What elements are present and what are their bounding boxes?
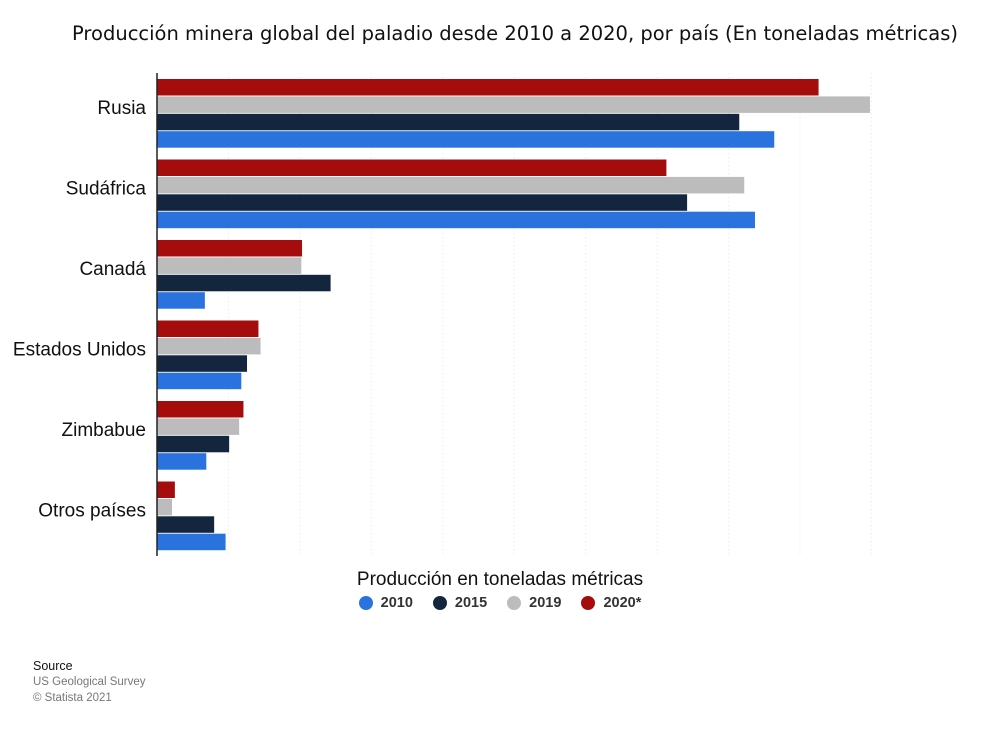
bar-2010-2[interactable]	[157, 292, 205, 309]
chart-title: Producción minera global del paladio des…	[72, 22, 958, 45]
category-label: Rusia	[97, 98, 146, 119]
bar-2015-0[interactable]	[157, 113, 740, 131]
bar-2010-0[interactable]	[157, 131, 775, 148]
legend-item[interactable]: 2019	[507, 595, 561, 611]
bar-2019-2[interactable]	[157, 257, 302, 274]
bar-2015-3[interactable]	[157, 355, 248, 372]
gridlines	[227, 73, 872, 556]
legend-dot-icon	[358, 596, 373, 610]
bars	[157, 79, 870, 551]
source-name: US Geological Survey	[33, 676, 146, 688]
bar-2019-5[interactable]	[157, 498, 173, 516]
category-label: Otros países	[38, 500, 146, 521]
bar-2019-1[interactable]	[157, 176, 745, 194]
bar-2020-4[interactable]	[157, 401, 244, 418]
category-label: Sudáfrica	[66, 178, 147, 199]
bar-2010-4[interactable]	[157, 453, 207, 470]
legend-title: Producción en toneladas métricas	[356, 569, 644, 590]
bar-2020-1[interactable]	[157, 159, 667, 177]
legend-item[interactable]: 2010	[358, 595, 413, 611]
category-label: Zimbabue	[62, 420, 147, 441]
bar-2015-2[interactable]	[157, 274, 331, 292]
legend-label: 2019	[529, 595, 562, 611]
category-labels: Rusia Sudáfrica Canadá Estados Unidos Zimbab…	[13, 98, 147, 521]
legend-label: 2010	[380, 595, 413, 611]
bar-2020-2[interactable]	[157, 240, 303, 257]
legend: 2010 2015 2019 2020*	[0, 595, 1000, 611]
legend-dot-icon	[432, 596, 447, 610]
bar-2019-3[interactable]	[157, 337, 261, 355]
legend-item[interactable]: 2020*	[581, 595, 641, 611]
bar-2020-5[interactable]	[157, 481, 175, 499]
bar-2020-3[interactable]	[157, 320, 259, 338]
legend-dot-icon	[507, 596, 522, 610]
bar-2015-5[interactable]	[157, 516, 215, 533]
legend-label: 2015	[454, 595, 488, 611]
bar-2020-0[interactable]	[157, 79, 819, 96]
bar-2010-3[interactable]	[157, 372, 242, 390]
bar-2010-5[interactable]	[157, 533, 226, 551]
copyright: © Statista 2021	[33, 692, 112, 704]
legend-item[interactable]: 2015	[432, 595, 488, 611]
source-title: Source	[33, 659, 73, 673]
legend-dot-icon	[581, 596, 596, 610]
bar-2010-1[interactable]	[157, 211, 755, 229]
bar-2019-0[interactable]	[157, 96, 870, 113]
bar-2015-1[interactable]	[157, 194, 688, 211]
source-block: Source US Geological Survey © Statista 2…	[33, 658, 146, 706]
bar-chart: Rusia Sudáfrica Canadá Estados Unidos Zimbab…	[13, 73, 872, 556]
bar-2019-4[interactable]	[157, 418, 240, 435]
legend-label: 2020*	[603, 595, 642, 611]
bar-2015-4[interactable]	[157, 435, 230, 453]
category-label: Estados Unidos	[13, 339, 146, 360]
category-label: Canadá	[79, 259, 146, 280]
